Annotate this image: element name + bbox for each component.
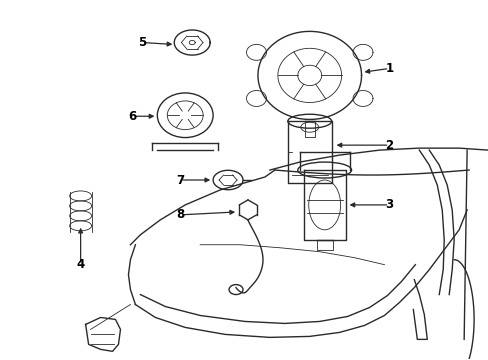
Text: 8: 8 (176, 208, 184, 221)
Text: 6: 6 (128, 110, 136, 123)
Text: 4: 4 (76, 258, 84, 271)
Text: 3: 3 (385, 198, 393, 211)
Text: 1: 1 (385, 62, 393, 75)
Text: 2: 2 (385, 139, 393, 152)
Text: 5: 5 (138, 36, 146, 49)
Text: 7: 7 (176, 174, 184, 186)
